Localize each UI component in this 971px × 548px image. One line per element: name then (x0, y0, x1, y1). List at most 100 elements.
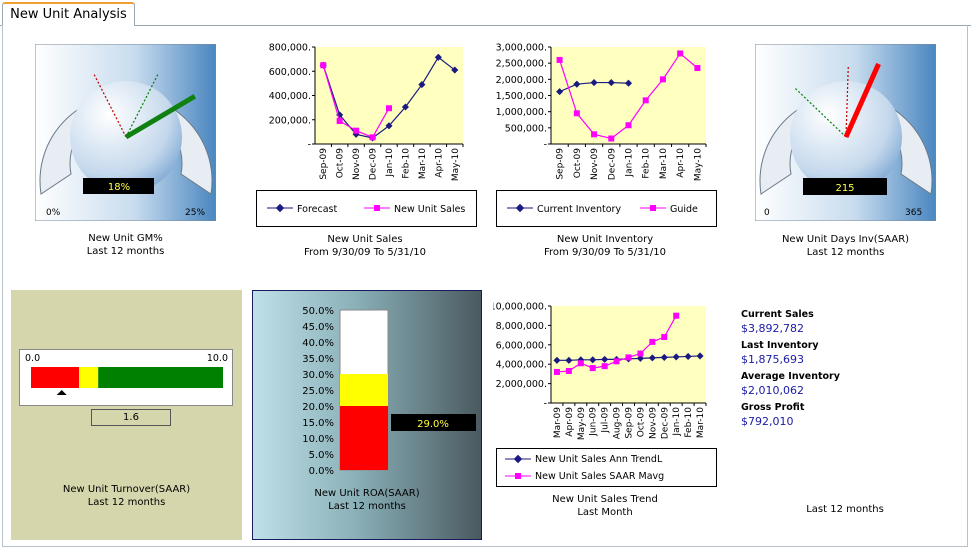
roa-caption: New Unit ROA(SAAR) Last 12 months (314, 488, 420, 512)
data-point (625, 354, 632, 361)
legend-forecast: Forecast (297, 204, 337, 215)
data-point (369, 134, 376, 141)
y-tick-label: 2,500,000. (496, 59, 547, 70)
roa-tick-label: 40.0% (302, 338, 334, 349)
x-tick-label: Jan-10 (625, 148, 635, 178)
x-tick-label: May-10 (451, 148, 461, 181)
data-point (553, 356, 561, 364)
roa-tick-label: 20.0% (302, 402, 334, 413)
gm-needle (124, 94, 197, 140)
y-tick-label: - (544, 399, 547, 410)
y-tick-label: 400,000. (269, 91, 311, 102)
sales-legend: Forecast New Unit Sales (256, 190, 477, 227)
legend-saar-mavg: New Unit Sales SAAR Mavg (535, 471, 664, 482)
dashboard-pane (2, 25, 968, 547)
sales-caption: New Unit Sales From 9/30/09 To 5/31/10 (304, 234, 426, 258)
gm-value: 18% (108, 182, 130, 193)
x-tick-label: Nov-09 (648, 407, 658, 439)
data-point (565, 367, 572, 374)
y-tick-label: - (308, 140, 311, 151)
trend-chart: 10,000,000. 8,000,000. 6,000,000. 4,000,000… (490, 296, 718, 446)
roa-bar-svg: 29.0% 50.0% 45.0% 40.0% 35.0% 30.0% 25.0% 20.0… (302, 306, 476, 477)
stats-footer: Last 12 months (806, 504, 884, 515)
x-tick-label: Mar-10 (418, 148, 428, 179)
roa-tick-label: 0.0% (309, 466, 334, 477)
y-tick-label: 3,000,000. (496, 43, 547, 54)
inventory-caption: New Unit Inventory From 9/30/09 To 5/31/1… (544, 234, 666, 258)
turnover-green-zone (98, 367, 223, 388)
data-point (608, 135, 615, 142)
x-tick-label: Dec-09 (369, 148, 379, 180)
data-point (418, 81, 426, 89)
data-point (577, 360, 584, 367)
plot-area (315, 47, 463, 144)
x-tick-label: Aug-09 (613, 407, 623, 440)
x-tick-label: Oct-09 (636, 407, 646, 438)
turnover-max-label: 10.0 (207, 353, 228, 364)
x-tick-label: Mar-10 (659, 148, 669, 179)
roa-yellow-zone (340, 374, 388, 406)
days-needle (843, 62, 881, 139)
roa-value: 29.0% (417, 419, 449, 430)
data-point (320, 62, 327, 69)
tab-new-unit-analysis[interactable]: New Unit Analysis (2, 2, 135, 26)
days-caption: New Unit Days Inv(SAAR) Last 12 months (781, 234, 910, 258)
x-tick-label: Feb-10 (642, 148, 652, 179)
data-point (601, 363, 608, 370)
x-tick-label: Jan-10 (385, 148, 395, 178)
y-tick-label: 500,000. (505, 123, 547, 134)
turnover-panel: 0.0 10.0 1.6 New Unit Turnover(SAAR) Last… (11, 290, 242, 540)
y-tick-label: 2,000,000. (496, 379, 547, 390)
turnover-value-box: 1.6 (91, 409, 171, 426)
x-tick-label: Jul-09 (601, 407, 611, 434)
trend-legend: New Unit Sales Ann TrendL New Unit Sales… (496, 448, 717, 487)
y-tick-label: - (544, 140, 547, 151)
sales-chart: 800,000. 600,000. 400,000. 200,000. - Sep-09 O… (250, 40, 475, 190)
data-point (677, 50, 684, 57)
y-tick-label: 8,000,000. (496, 321, 547, 332)
x-tick-label: Feb-10 (401, 148, 411, 179)
gm-gauge-svg: 18% 0% 25% (34, 43, 217, 222)
y-tick-label: 10,000,000. (493, 302, 547, 313)
turnover-caption: New Unit Turnover(SAAR) Last 12 months (62, 484, 191, 508)
legend-current-inventory: Current Inventory (537, 204, 621, 215)
last-inventory-value: $1,875,693 (741, 353, 804, 366)
x-tick-label: May-10 (693, 148, 703, 181)
days-gauge: 215 0 365 (754, 43, 937, 222)
data-point (386, 105, 392, 112)
data-point (637, 350, 644, 357)
data-point (613, 358, 620, 365)
gross-profit-label: Gross Profit (741, 402, 805, 413)
turnover-yellow-zone (79, 367, 99, 388)
plot-area (551, 47, 706, 144)
current-sales-label: Current Sales (741, 309, 814, 320)
y-tick-label: 200,000. (269, 115, 311, 126)
legend-new-unit-sales: New Unit Sales (394, 204, 465, 215)
inventory-legend: Current Inventory Guide (496, 190, 717, 227)
last-inventory-label: Last Inventory (741, 340, 819, 351)
y-tick-label: 800,000. (269, 43, 311, 54)
data-point (589, 365, 596, 372)
y-tick-label: 600,000. (269, 67, 311, 78)
data-point (694, 65, 701, 72)
tab-strip (0, 0, 971, 26)
gm-gauge: 18% 0% 25% (34, 43, 217, 222)
roa-tick-label: 30.0% (302, 370, 334, 381)
data-point (553, 368, 560, 375)
x-tick-label: Apr-10 (434, 148, 444, 178)
turnover-bar-svg: 0.0 10.0 (25, 353, 228, 395)
roa-red-zone (340, 406, 388, 470)
x-tick-label: Dec-09 (607, 148, 617, 180)
data-point (451, 66, 459, 74)
avg-inventory-label: Average Inventory (741, 371, 840, 382)
days-min-label: 0 (764, 208, 770, 218)
x-tick-label: Mar-09 (553, 407, 563, 438)
legend-ann-trend: New Unit Sales Ann TrendL (535, 454, 663, 465)
data-point (660, 353, 668, 361)
data-point (673, 312, 680, 319)
days-gauge-svg: 215 0 365 (754, 43, 937, 222)
data-point (624, 79, 633, 87)
roa-tick-label: 10.0% (302, 434, 334, 445)
y-tick-label: 1,000,000. (496, 107, 547, 118)
x-tick-label: Nov-09 (352, 148, 362, 180)
